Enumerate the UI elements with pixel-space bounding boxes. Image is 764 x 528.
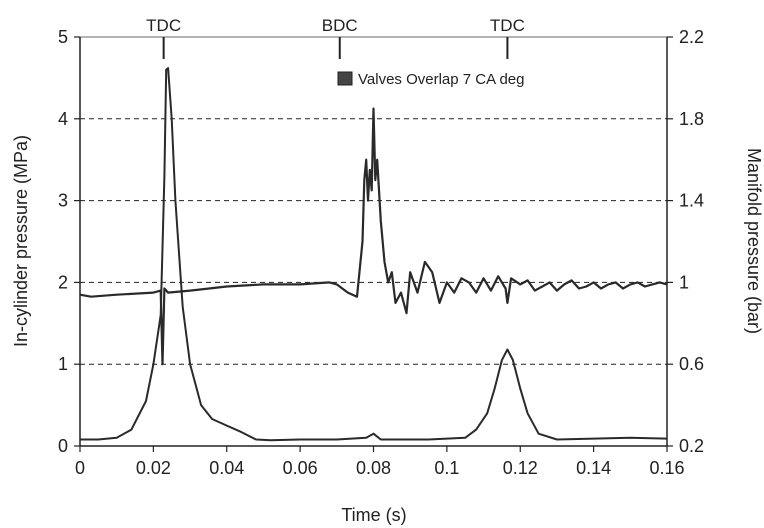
legend-label: Valves Overlap 7 CA deg — [358, 71, 524, 88]
top-marker-label: TDC — [490, 16, 525, 35]
x-tick-label: 0.06 — [283, 458, 318, 478]
legend-swatch — [337, 71, 353, 86]
y-right-tick-label: 2.2 — [679, 27, 704, 47]
y-left-tick-label: 4 — [58, 109, 68, 129]
y-right-tick-label: 0.6 — [679, 354, 704, 374]
x-tick-label: 0.14 — [576, 458, 611, 478]
x-tick-label: 0.1 — [434, 458, 459, 478]
y-left-tick-label: 5 — [58, 27, 68, 47]
y-left-tick-label: 3 — [58, 191, 68, 211]
series-lines — [79, 67, 668, 442]
top-marker-label: TDC — [146, 16, 181, 35]
y-right-tick-label: 1.8 — [679, 109, 704, 129]
top-markers: TDC BDC TDC — [146, 16, 525, 59]
y-axis-title-right: Manifold pressure (bar) — [744, 148, 764, 334]
x-tick-label: 0.08 — [356, 458, 391, 478]
y-right-tick-label: 1.4 — [679, 191, 704, 211]
y-axis-title-left: In-cylinder pressure (MPa) — [11, 135, 31, 347]
legend: Valves Overlap 7 CA deg — [337, 71, 524, 88]
y-left-tick-label: 2 — [58, 272, 68, 292]
y-left-tick-label: 0 — [58, 436, 68, 456]
y-left-tick-label: 1 — [58, 354, 68, 374]
top-marker-label: BDC — [322, 16, 358, 35]
x-tick-label: 0 — [75, 458, 85, 478]
x-axis-title: Time (s) — [341, 505, 406, 525]
y-right-tick-label: 1 — [679, 272, 689, 292]
y-right-tick-label: 0.2 — [679, 436, 704, 456]
x-tick-label: 0.02 — [136, 458, 171, 478]
x-tick-label: 0.12 — [503, 458, 538, 478]
in-cylinder-pressure-line — [80, 67, 668, 442]
tick-labels: 0 0.02 0.04 0.06 0.08 0.1 0.12 0.14 0.16 0 1 2 3 4 5 0.… — [58, 27, 704, 478]
manifold-pressure-line — [79, 107, 668, 366]
x-tick-label: 0.04 — [209, 458, 244, 478]
x-tick-label: 0.16 — [649, 458, 684, 478]
plot-frame — [79, 36, 668, 447]
